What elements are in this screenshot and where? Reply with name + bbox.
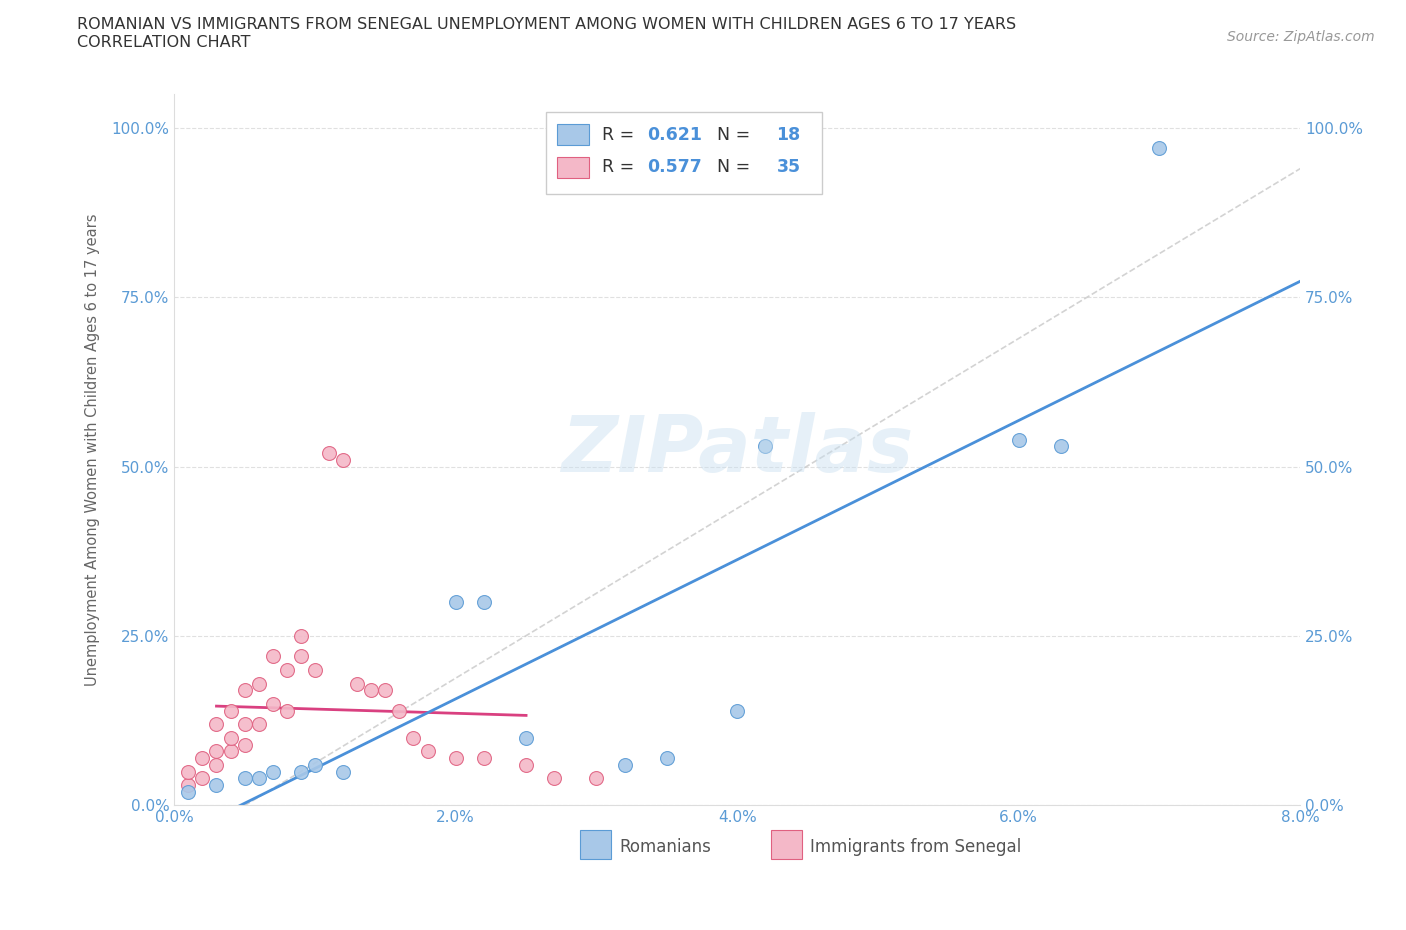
- Point: [177, 777, 200, 792]
- Point: [402, 730, 425, 745]
- Point: [205, 717, 228, 732]
- FancyBboxPatch shape: [546, 112, 821, 193]
- Point: [205, 744, 228, 759]
- Point: [585, 771, 607, 786]
- Text: R =: R =: [602, 126, 640, 143]
- Text: 0.577: 0.577: [647, 158, 702, 177]
- Point: [219, 703, 242, 718]
- Point: [346, 676, 368, 691]
- Point: [388, 703, 411, 718]
- Text: Romanians: Romanians: [619, 838, 711, 856]
- Point: [304, 757, 326, 772]
- Text: 18: 18: [776, 126, 801, 143]
- Text: ZIPatlas: ZIPatlas: [561, 412, 914, 487]
- Point: [655, 751, 678, 765]
- Point: [472, 595, 495, 610]
- Point: [290, 764, 312, 779]
- Text: R =: R =: [602, 158, 640, 177]
- Point: [219, 744, 242, 759]
- Point: [444, 595, 467, 610]
- Text: ROMANIAN VS IMMIGRANTS FROM SENEGAL UNEMPLOYMENT AMONG WOMEN WITH CHILDREN AGES : ROMANIAN VS IMMIGRANTS FROM SENEGAL UNEM…: [77, 17, 1017, 32]
- Point: [205, 777, 228, 792]
- Point: [233, 717, 256, 732]
- Point: [247, 717, 270, 732]
- Point: [444, 751, 467, 765]
- Point: [1049, 439, 1071, 454]
- Text: N =: N =: [706, 158, 755, 177]
- FancyBboxPatch shape: [770, 830, 803, 858]
- Point: [233, 683, 256, 698]
- Point: [754, 439, 776, 454]
- Point: [374, 683, 396, 698]
- Point: [304, 662, 326, 677]
- Point: [262, 649, 284, 664]
- Text: 0.621: 0.621: [647, 126, 702, 143]
- FancyBboxPatch shape: [557, 156, 589, 178]
- Point: [177, 785, 200, 800]
- Point: [290, 629, 312, 644]
- Point: [472, 751, 495, 765]
- Point: [613, 757, 636, 772]
- Point: [515, 757, 537, 772]
- Point: [219, 730, 242, 745]
- Point: [332, 764, 354, 779]
- Text: CORRELATION CHART: CORRELATION CHART: [77, 35, 250, 50]
- Point: [1007, 432, 1029, 447]
- Point: [177, 764, 200, 779]
- Point: [247, 676, 270, 691]
- Point: [262, 697, 284, 711]
- Y-axis label: Unemployment Among Women with Children Ages 6 to 17 years: Unemployment Among Women with Children A…: [86, 214, 100, 686]
- Point: [262, 764, 284, 779]
- Text: N =: N =: [706, 126, 755, 143]
- Point: [543, 771, 565, 786]
- FancyBboxPatch shape: [557, 124, 589, 145]
- Point: [332, 453, 354, 468]
- Point: [290, 649, 312, 664]
- Point: [205, 757, 228, 772]
- Point: [233, 737, 256, 752]
- Point: [247, 771, 270, 786]
- Point: [515, 730, 537, 745]
- Point: [725, 703, 748, 718]
- Point: [318, 445, 340, 460]
- Text: Source: ZipAtlas.com: Source: ZipAtlas.com: [1227, 30, 1375, 44]
- Point: [360, 683, 382, 698]
- Point: [1149, 140, 1171, 155]
- Text: 35: 35: [776, 158, 800, 177]
- Point: [416, 744, 439, 759]
- Point: [233, 771, 256, 786]
- Point: [276, 662, 298, 677]
- FancyBboxPatch shape: [579, 830, 612, 858]
- Point: [276, 703, 298, 718]
- Point: [191, 771, 214, 786]
- Text: Immigrants from Senegal: Immigrants from Senegal: [810, 838, 1022, 856]
- Point: [191, 751, 214, 765]
